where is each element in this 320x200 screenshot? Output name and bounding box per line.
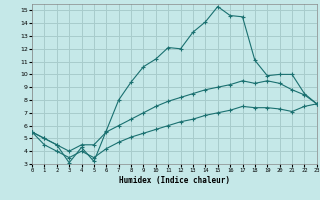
X-axis label: Humidex (Indice chaleur): Humidex (Indice chaleur)	[119, 176, 230, 185]
